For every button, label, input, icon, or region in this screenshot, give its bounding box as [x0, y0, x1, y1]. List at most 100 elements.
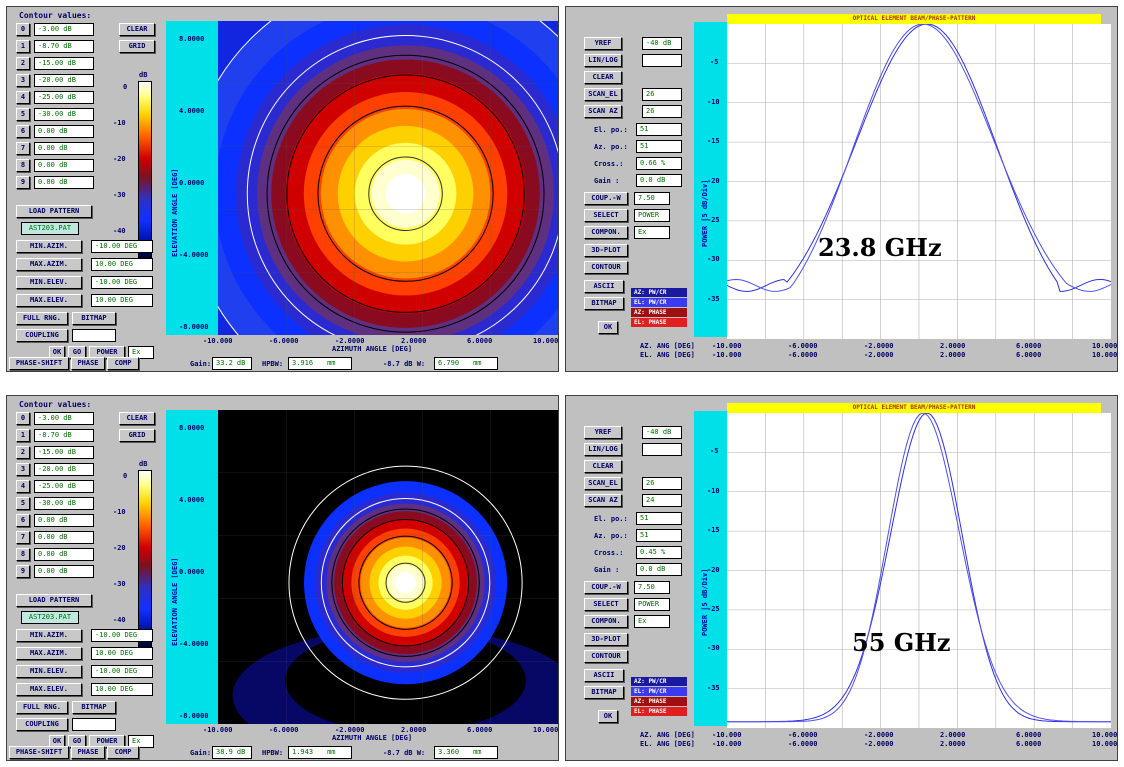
yref-button[interactable]: YREF: [584, 37, 622, 50]
max-azim-field[interactable]: 10.00 DEG: [91, 647, 153, 660]
contour-level-field[interactable]: -15.00 dB: [34, 446, 94, 459]
ok-pattern-button[interactable]: OK: [598, 321, 618, 334]
ok-pattern-button[interactable]: OK: [598, 710, 618, 723]
contour-level-key[interactable]: 8: [16, 159, 30, 172]
bitmap-pattern-button[interactable]: BITMAP: [584, 297, 624, 310]
yref-field[interactable]: -40 dB: [642, 426, 682, 439]
cross-field[interactable]: 0.66 %: [636, 157, 682, 170]
max-azim-button[interactable]: MAX.AZIM.: [16, 647, 82, 660]
contour-level-field[interactable]: 0.00 dB: [34, 548, 94, 561]
clear-pattern-button[interactable]: CLEAR: [584, 460, 622, 473]
phase-button[interactable]: PHASE: [71, 357, 105, 370]
contour-level-key[interactable]: 6: [16, 125, 30, 138]
lin-log-button[interactable]: LIN/LOG: [584, 443, 622, 456]
contour-level-field[interactable]: -20.00 dB: [34, 74, 94, 87]
gain-pattern-field[interactable]: 0.0 dB: [636, 174, 682, 187]
contour-level-field[interactable]: 0.00 dB: [34, 176, 94, 189]
contour-button[interactable]: CONTOUR: [584, 261, 628, 274]
contour-level-field[interactable]: -3.00 dB: [34, 412, 94, 425]
contour-level-key[interactable]: 3: [16, 74, 30, 87]
max-elev-button[interactable]: MAX.ELEV.: [16, 294, 82, 307]
phase-shift-button[interactable]: PHASE-SHIFT: [9, 357, 69, 370]
cross-field[interactable]: 0.45 %: [636, 546, 682, 559]
contour-level-key[interactable]: 3: [16, 463, 30, 476]
grid-button[interactable]: GRID: [119, 40, 155, 53]
ok-button[interactable]: OK: [49, 346, 65, 359]
contour-level-field[interactable]: 0.00 dB: [34, 514, 94, 527]
clear-button[interactable]: CLEAR: [119, 412, 155, 425]
scan-az-button[interactable]: SCAN AZ: [584, 494, 622, 507]
coupling-width-field[interactable]: 7.50: [634, 581, 670, 594]
comp-button[interactable]: COMP: [107, 357, 139, 370]
contour-level-key[interactable]: 8: [16, 548, 30, 561]
component-field[interactable]: Ex: [634, 615, 670, 628]
contour-level-field[interactable]: 0.00 dB: [34, 531, 94, 544]
coupling-field[interactable]: [72, 718, 116, 731]
comp-button[interactable]: COMP: [107, 746, 139, 759]
contour-level-field[interactable]: 0.00 dB: [34, 565, 94, 578]
linlog-field[interactable]: [642, 54, 682, 67]
min-elev-field[interactable]: -10.00 DEG: [91, 276, 153, 289]
contour-level-key[interactable]: 5: [16, 108, 30, 121]
max-azim-field[interactable]: 10.00 DEG: [91, 258, 153, 271]
phase-button[interactable]: PHASE: [71, 746, 105, 759]
max-elev-field[interactable]: 10.00 DEG: [91, 683, 153, 696]
plot-3d-button[interactable]: 3D-PLOT: [584, 244, 628, 257]
el-po-field[interactable]: 51: [636, 512, 682, 525]
select-button[interactable]: SELECT: [584, 598, 628, 611]
contour-level-key[interactable]: 5: [16, 497, 30, 510]
contour-level-key[interactable]: 6: [16, 514, 30, 527]
go-button[interactable]: GO: [68, 735, 86, 748]
contour-level-key[interactable]: 1: [16, 429, 30, 442]
min-azim-button[interactable]: MIN.AZIM.: [16, 240, 82, 253]
clear-button[interactable]: CLEAR: [119, 23, 155, 36]
scan-el-button[interactable]: SCAN_EL: [584, 88, 622, 101]
phase-shift-button[interactable]: PHASE-SHIFT: [9, 746, 69, 759]
contour-level-key[interactable]: 0: [16, 23, 30, 36]
contour-level-field[interactable]: 0.00 dB: [34, 159, 94, 172]
linlog-field[interactable]: [642, 443, 682, 456]
bitmap-pattern-button[interactable]: BITMAP: [584, 686, 624, 699]
select-field[interactable]: POWER: [634, 209, 670, 222]
contour-level-field[interactable]: -20.00 dB: [34, 463, 94, 476]
min-elev-button[interactable]: MIN.ELEV.: [16, 276, 82, 289]
component-field[interactable]: Ex: [634, 226, 670, 239]
az-po-field[interactable]: 51: [636, 529, 682, 542]
power-button[interactable]: POWER: [89, 735, 125, 748]
select-field[interactable]: POWER: [634, 598, 670, 611]
scan-az-field[interactable]: 24: [642, 494, 682, 507]
min-elev-field[interactable]: -10.00 DEG: [91, 665, 153, 678]
contour-level-field[interactable]: 0.00 dB: [34, 142, 94, 155]
component-button[interactable]: COMPON.: [584, 615, 628, 628]
contour-level-key[interactable]: 2: [16, 57, 30, 70]
contour-level-key[interactable]: 2: [16, 446, 30, 459]
contour-level-key[interactable]: 4: [16, 91, 30, 104]
yref-field[interactable]: -40 dB: [642, 37, 682, 50]
select-button[interactable]: SELECT: [584, 209, 628, 222]
lin-log-button[interactable]: LIN/LOG: [584, 54, 622, 67]
clear-pattern-button[interactable]: CLEAR: [584, 71, 622, 84]
plot-3d-button[interactable]: 3D-PLOT: [584, 633, 628, 646]
contour-level-key[interactable]: 7: [16, 142, 30, 155]
full-range-button[interactable]: FULL RNG.: [16, 312, 68, 325]
az-po-field[interactable]: 51: [636, 140, 682, 153]
contour-level-field[interactable]: 0.00 dB: [34, 125, 94, 138]
ascii-button[interactable]: ASCII: [584, 669, 624, 682]
component-button[interactable]: COMPON.: [584, 226, 628, 239]
contour-level-field[interactable]: -25.00 dB: [34, 480, 94, 493]
contour-level-key[interactable]: 4: [16, 480, 30, 493]
contour-level-key[interactable]: 0: [16, 412, 30, 425]
coupling-width-button[interactable]: COUP.-W: [584, 192, 628, 205]
contour-level-field[interactable]: -8.70 dB: [34, 40, 94, 53]
ascii-button[interactable]: ASCII: [584, 280, 624, 293]
min-azim-field[interactable]: -10.00 DEG: [91, 240, 153, 253]
max-elev-button[interactable]: MAX.ELEV.: [16, 683, 82, 696]
min-elev-button[interactable]: MIN.ELEV.: [16, 665, 82, 678]
scan-el-field[interactable]: 26: [642, 477, 682, 490]
scan-az-field[interactable]: 26: [642, 105, 682, 118]
el-po-field[interactable]: 51: [636, 123, 682, 136]
min-azim-field[interactable]: -10.00 DEG: [91, 629, 153, 642]
bitmap-button[interactable]: BITMAP: [72, 701, 116, 714]
contour-button[interactable]: CONTOUR: [584, 650, 628, 663]
contour-level-key[interactable]: 1: [16, 40, 30, 53]
